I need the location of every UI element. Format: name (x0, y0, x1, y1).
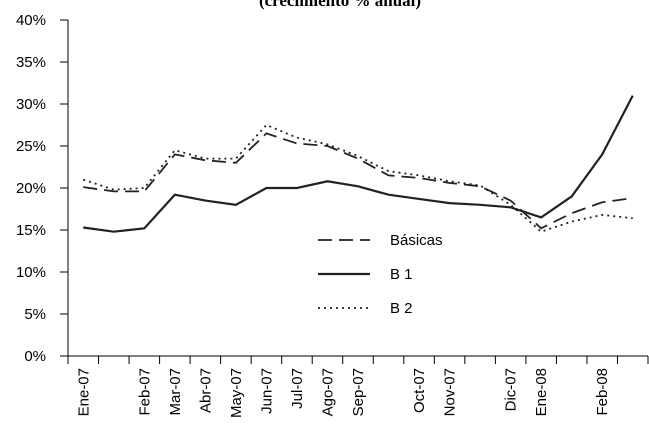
x-tick-label: May-07 (228, 368, 245, 418)
x-tick-label: Nov-07 (442, 368, 459, 416)
y-tick-label: 25% (16, 138, 46, 155)
series-line (83, 95, 634, 233)
x-tick-label: Jun-07 (258, 368, 275, 414)
y-tick-label: 10% (16, 264, 46, 281)
x-tick-label: Ene-08 (533, 368, 550, 416)
x-tick-label: Feb-08 (594, 368, 611, 416)
x-tick-label: Mar-07 (167, 368, 184, 416)
x-tick-label: Sep-07 (350, 368, 367, 416)
series-line (83, 132, 633, 230)
y-tick-label: 30% (16, 96, 46, 113)
x-tick-label: Ene-07 (75, 368, 92, 416)
y-tick-label: 35% (16, 54, 46, 71)
y-tick-label: 5% (24, 306, 46, 323)
x-tick-label: Dic-07 (503, 368, 520, 411)
x-tick-label: Feb-07 (136, 368, 153, 416)
x-tick-label: Jul-07 (289, 368, 306, 409)
series-line (82, 123, 633, 233)
x-tick-label: Oct-07 (411, 368, 428, 413)
y-tick-label: 40% (16, 12, 46, 29)
legend-label: Básicas (390, 232, 443, 249)
x-tick-label: Abr-07 (197, 368, 214, 413)
y-tick-label: 20% (16, 180, 46, 197)
y-tick-label: 0% (24, 348, 46, 365)
chart-title: (crecimiento % anual) (259, 0, 421, 10)
y-tick-label: 15% (16, 222, 46, 239)
legend-label: B 1 (390, 266, 413, 283)
legend-label: B 2 (390, 300, 413, 317)
x-tick-label: Ago-07 (319, 368, 336, 416)
